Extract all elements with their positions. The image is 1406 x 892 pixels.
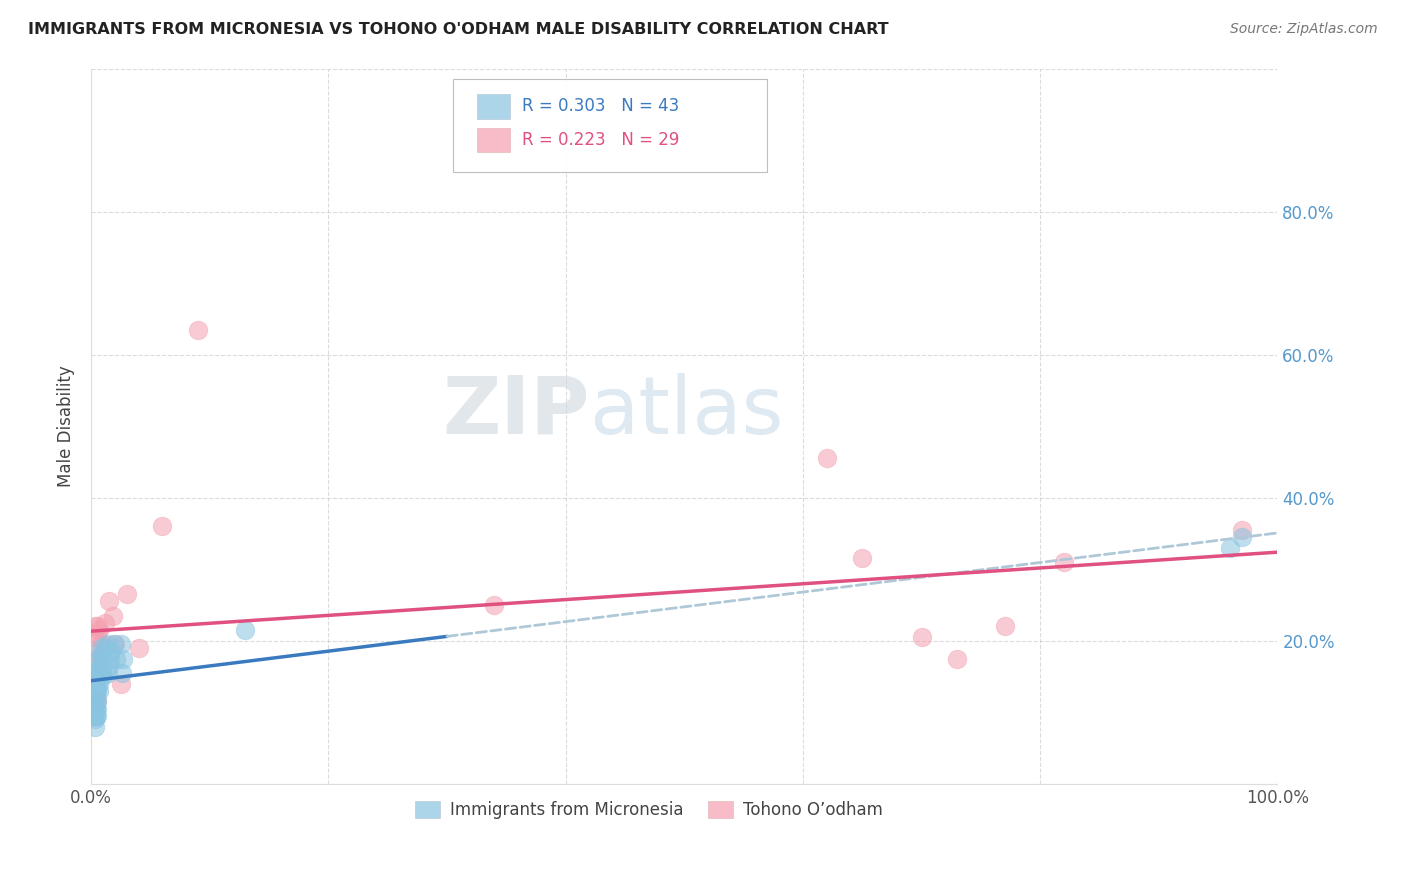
Bar bbox=[477, 128, 510, 153]
Point bbox=[86, 673, 108, 687]
Point bbox=[86, 694, 108, 708]
FancyBboxPatch shape bbox=[453, 79, 768, 172]
Point bbox=[187, 322, 209, 336]
Point bbox=[84, 680, 107, 694]
Point bbox=[87, 662, 110, 676]
Point bbox=[1230, 530, 1253, 544]
Point bbox=[105, 651, 128, 665]
Point bbox=[83, 705, 105, 719]
Point bbox=[110, 676, 132, 690]
Point bbox=[84, 701, 107, 715]
Point bbox=[90, 648, 112, 662]
Point bbox=[115, 587, 138, 601]
Point bbox=[1053, 555, 1076, 569]
Point bbox=[83, 644, 105, 658]
Point bbox=[910, 630, 932, 644]
Point bbox=[946, 651, 969, 665]
Point bbox=[83, 719, 105, 733]
Point bbox=[83, 708, 105, 723]
Point bbox=[97, 594, 120, 608]
Point bbox=[150, 519, 173, 533]
Point bbox=[90, 665, 112, 680]
Point bbox=[84, 630, 107, 644]
Point bbox=[84, 694, 107, 708]
Point bbox=[86, 683, 108, 698]
Text: ZIP: ZIP bbox=[441, 373, 589, 450]
Point bbox=[83, 708, 105, 723]
Point bbox=[100, 644, 122, 658]
Point bbox=[90, 665, 112, 680]
Text: Source: ZipAtlas.com: Source: ZipAtlas.com bbox=[1230, 22, 1378, 37]
Point bbox=[83, 712, 105, 726]
Point bbox=[98, 651, 121, 665]
Point bbox=[91, 651, 114, 665]
Point bbox=[101, 608, 124, 623]
Point bbox=[90, 658, 112, 673]
Text: IMMIGRANTS FROM MICRONESIA VS TOHONO O'ODHAM MALE DISABILITY CORRELATION CHART: IMMIGRANTS FROM MICRONESIA VS TOHONO O'O… bbox=[28, 22, 889, 37]
Bar bbox=[477, 95, 510, 119]
Point bbox=[86, 708, 108, 723]
Point bbox=[84, 690, 107, 705]
Point bbox=[87, 651, 110, 665]
Point bbox=[97, 665, 120, 680]
Point bbox=[96, 637, 118, 651]
Point bbox=[90, 637, 112, 651]
Y-axis label: Male Disability: Male Disability bbox=[58, 365, 75, 487]
Point bbox=[103, 637, 125, 651]
Point bbox=[90, 640, 112, 655]
Text: R = 0.223   N = 29: R = 0.223 N = 29 bbox=[522, 131, 679, 149]
Point bbox=[83, 619, 105, 633]
Point bbox=[89, 683, 111, 698]
Point bbox=[128, 640, 150, 655]
Point bbox=[97, 658, 120, 673]
Point bbox=[90, 655, 112, 669]
Point bbox=[111, 665, 134, 680]
Point bbox=[84, 708, 107, 723]
Point bbox=[87, 651, 110, 665]
Point bbox=[94, 615, 117, 630]
Point bbox=[89, 623, 111, 637]
Point bbox=[83, 701, 105, 715]
Text: R = 0.303   N = 43: R = 0.303 N = 43 bbox=[522, 97, 679, 115]
Point bbox=[87, 619, 110, 633]
Point bbox=[86, 665, 108, 680]
Point bbox=[484, 598, 506, 612]
Point bbox=[104, 637, 127, 651]
Point bbox=[851, 551, 873, 566]
Point bbox=[86, 626, 108, 640]
Point bbox=[91, 669, 114, 683]
Point bbox=[235, 623, 257, 637]
Point bbox=[84, 687, 107, 701]
Point bbox=[94, 640, 117, 655]
Point bbox=[91, 658, 114, 673]
Point bbox=[89, 665, 111, 680]
Point bbox=[993, 619, 1015, 633]
Point bbox=[110, 637, 132, 651]
Point bbox=[1230, 523, 1253, 537]
Text: atlas: atlas bbox=[589, 373, 783, 450]
Point bbox=[83, 698, 105, 712]
Point bbox=[89, 676, 111, 690]
Legend: Immigrants from Micronesia, Tohono O’odham: Immigrants from Micronesia, Tohono O’odh… bbox=[408, 794, 890, 825]
Point bbox=[86, 694, 108, 708]
Point bbox=[815, 451, 838, 466]
Point bbox=[1219, 541, 1241, 555]
Point bbox=[112, 651, 135, 665]
Point bbox=[86, 701, 108, 715]
